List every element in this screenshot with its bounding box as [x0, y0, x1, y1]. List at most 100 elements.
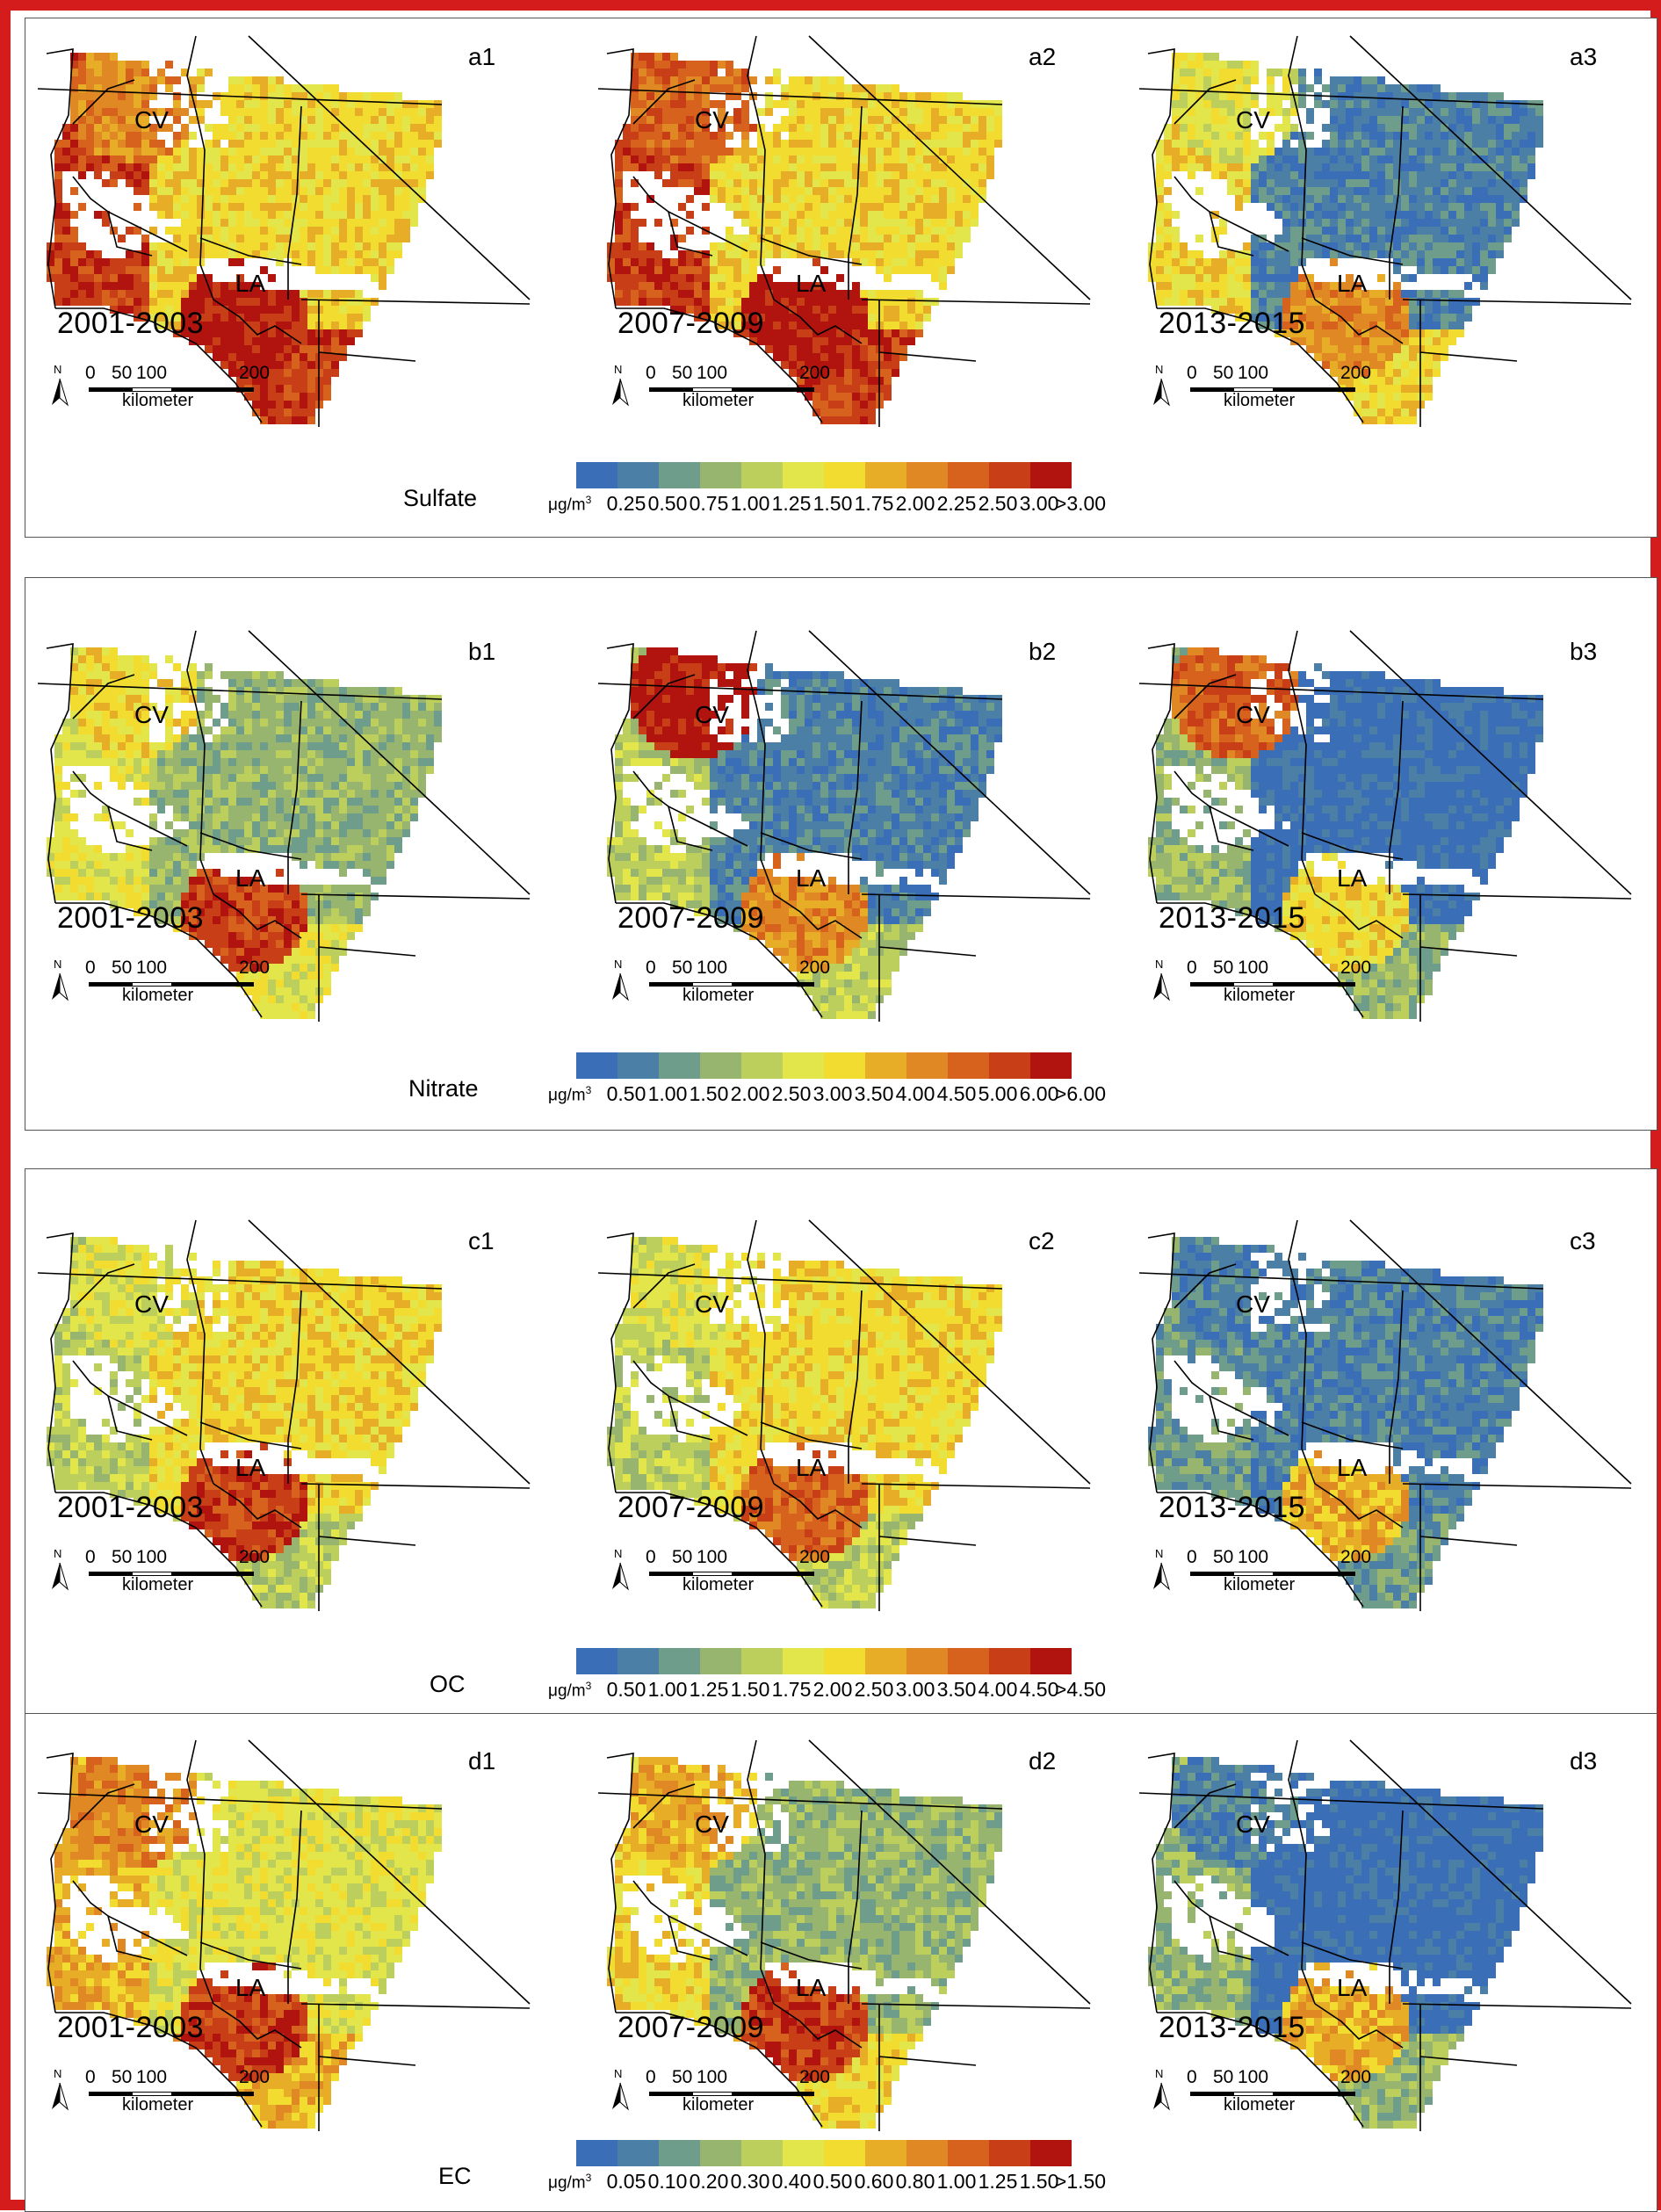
legend-swatch [989, 462, 1030, 488]
city-label-cv: CV [695, 106, 729, 134]
raster-cells [607, 53, 1002, 424]
map-panel-d1: d1 CV LA 2001-2003 N 0 50 100 200 kilometer [37, 1731, 531, 2131]
scale-tick: 200 [239, 2067, 271, 2087]
legend-break-label: 0.30 [730, 2170, 770, 2193]
legend-swatch [1030, 462, 1072, 488]
north-arrow-icon [612, 1562, 629, 1591]
legend-unit: μg/m3 [548, 1084, 592, 1105]
scale-bar-line [1190, 2092, 1355, 2096]
legend-break-label: 0.50 [606, 1082, 646, 1105]
scale-unit: kilometer [1224, 2095, 1296, 2114]
north-arrow-icon [1153, 972, 1170, 1001]
scale-tick: 100 [697, 363, 728, 383]
scale-tick: 50 [672, 1547, 693, 1567]
legend-break-label: 4.50 [936, 1082, 977, 1105]
city-label-cv: CV [134, 1811, 169, 1838]
map-svg [1138, 1211, 1632, 1611]
legend-swatch [948, 462, 989, 488]
legend-swatch [576, 1052, 617, 1079]
legend-swatch [659, 2140, 700, 2166]
scale-unit: kilometer [122, 986, 194, 1005]
panel-letter: a2 [1029, 43, 1057, 70]
legend-break-label: 6.00 [1019, 1082, 1059, 1105]
scale-tick: 0 [646, 1547, 656, 1567]
city-label-cv: CV [695, 1290, 729, 1318]
north-arrow-icon [612, 972, 629, 1001]
map-svg [37, 622, 531, 1022]
period-label: 2013-2015 [1159, 1491, 1306, 1524]
legend-variable-name: Sulfate [403, 485, 478, 511]
city-label-la: LA [235, 864, 266, 892]
legend-swatch [948, 2140, 989, 2166]
city-label-cv: CV [695, 1811, 729, 1838]
scale-tick: 50 [1213, 363, 1234, 383]
city-label-la: LA [235, 270, 266, 297]
legend-swatch [865, 2140, 906, 2166]
scale-tick: 100 [1238, 363, 1269, 383]
scale-tick: 0 [1187, 363, 1197, 383]
scale-bar: N 0 50 100 200 kilometer [610, 1547, 848, 1617]
legend-break-label: 0.50 [606, 1678, 646, 1701]
legend-break-label: 3.00 [895, 1678, 935, 1701]
legend-break-label: 4.00 [978, 1678, 1018, 1701]
city-label-la: LA [796, 1454, 827, 1481]
city-label-la: LA [1337, 864, 1368, 892]
scale-bar-line [649, 2092, 814, 2096]
legend-break-label: 0.50 [647, 492, 688, 515]
scale-tick: 0 [85, 2067, 96, 2087]
legend-swatch [824, 2140, 865, 2166]
legend-break-label: 3.50 [936, 1678, 977, 1701]
map-svg [597, 1731, 1091, 2131]
legend-break-label: 1.00 [936, 2170, 977, 2193]
legend-swatches [576, 462, 1072, 488]
scale-bar: N 0 50 100 200 kilometer [1152, 958, 1389, 1028]
legend-break-label: 0.20 [689, 2170, 729, 2193]
scale-tick: 200 [799, 363, 831, 383]
north-arrow-icon [612, 378, 629, 407]
boundary-lines [37, 35, 531, 427]
legend-swatch [948, 1648, 989, 1674]
legend-break-label: 2.50 [771, 1082, 812, 1105]
scale-tick: 50 [1213, 1547, 1234, 1567]
scale-bar-line [89, 982, 254, 987]
scale-tick: 0 [1187, 1547, 1197, 1567]
legend-swatches [576, 2140, 1072, 2166]
legend-swatch [617, 1052, 659, 1079]
scale-tick: 100 [136, 2067, 168, 2087]
north-label: N [614, 1547, 623, 1560]
panel-letter: d3 [1570, 1747, 1598, 1775]
scale-tick: 200 [799, 958, 831, 978]
legend-break-label: 1.00 [647, 1082, 688, 1105]
legend-swatch [783, 1052, 824, 1079]
period-label: 2007-2009 [617, 307, 765, 340]
legend-break-label: >4.50 [1054, 1678, 1107, 1701]
legend-swatch [659, 462, 700, 488]
legend-swatches [576, 1648, 1072, 1674]
scale-unit: kilometer [1224, 986, 1296, 1005]
map-panel-c1: c1 CV LA 2001-2003 N 0 50 100 200 kilometer [37, 1211, 531, 1611]
legend-break-label: 1.75 [771, 1678, 812, 1701]
raster-cells [47, 53, 442, 424]
panel-letter: a3 [1570, 43, 1598, 70]
scale-tick: 0 [85, 1547, 96, 1567]
legend-swatch [700, 1648, 741, 1674]
map-svg [1138, 622, 1632, 1022]
scale-bar-line [89, 387, 254, 392]
legend-swatch [700, 1052, 741, 1079]
period-label: 2013-2015 [1159, 307, 1306, 340]
legend-swatch [865, 1052, 906, 1079]
city-label-cv: CV [1236, 701, 1270, 728]
period-label: 2001-2003 [57, 1491, 205, 1524]
panel-letter: d2 [1029, 1747, 1057, 1775]
legend-swatch [989, 2140, 1030, 2166]
scale-unit: kilometer [122, 1575, 194, 1594]
color-legend: Sulfate μg/m3 0.25 0.50 0.75 1.00 1.25 1.50 1.75… [25, 462, 1650, 515]
panel-letter: a1 [468, 43, 496, 70]
north-arrow-icon [1153, 2082, 1170, 2111]
map-panel-a3: a3 CV LA 2013-2015 N 0 50 100 200 kilometer [1138, 27, 1632, 427]
period-label: 2007-2009 [617, 1491, 765, 1524]
north-arrow-icon [52, 1562, 69, 1591]
scale-tick: 0 [1187, 2067, 1197, 2087]
scale-tick: 200 [1340, 958, 1372, 978]
color-legend: OC μg/m3 0.50 1.00 1.25 1.50 1.75 2.00 2.50 3.00 3… [25, 1648, 1650, 1701]
